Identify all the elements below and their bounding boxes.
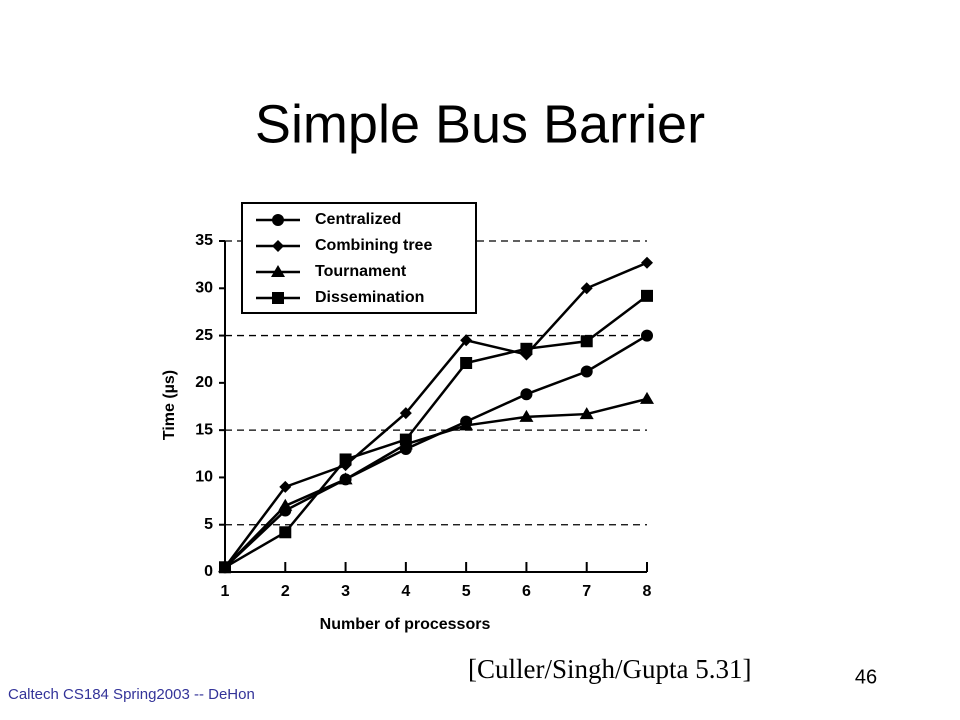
data-point — [580, 335, 593, 348]
legend-label: Dissemination — [315, 289, 424, 306]
slide-title: Simple Bus Barrier — [255, 94, 705, 154]
x-tick-label: 1 — [221, 583, 230, 600]
data-point — [339, 453, 352, 466]
data-point — [580, 365, 593, 378]
legend-marker — [272, 292, 284, 304]
x-tick-label: 8 — [643, 583, 652, 600]
y-tick-label: 30 — [195, 280, 213, 297]
series-line — [224, 397, 648, 569]
data-point — [460, 334, 473, 347]
legend-marker — [272, 214, 284, 226]
citation: [Culler/Singh/Gupta 5.31] — [468, 654, 751, 684]
data-point — [640, 391, 654, 404]
legend-label: Combining tree — [315, 237, 432, 254]
data-point — [580, 282, 593, 295]
data-point — [579, 407, 594, 420]
x-tick-label: 3 — [341, 583, 350, 600]
series-line — [223, 261, 648, 569]
y-tick-label: 0 — [204, 563, 213, 580]
x-tick-label: 5 — [462, 583, 471, 600]
legend-label: Tournament — [315, 263, 407, 280]
legend-marker — [272, 240, 284, 252]
x-axis-label: Number of processors — [320, 616, 491, 633]
legend-label: Centralized — [315, 211, 401, 228]
data-point — [278, 498, 293, 511]
footer: Caltech CS184 Spring2003 -- DeHon — [8, 686, 255, 703]
data-point — [519, 409, 534, 422]
data-point — [641, 256, 653, 269]
y-axis-label: Time (µs) — [161, 370, 178, 440]
data-point — [279, 526, 292, 539]
page-number: 46 — [855, 666, 877, 688]
data-point — [460, 356, 473, 369]
y-tick-label: 35 — [195, 232, 213, 249]
data-point — [641, 329, 653, 342]
data-point — [520, 342, 533, 355]
legend-marker — [271, 265, 285, 277]
data-point — [219, 561, 231, 574]
y-tick-label: 25 — [195, 327, 213, 344]
data-point — [279, 480, 292, 493]
x-tick-label: 6 — [522, 583, 531, 600]
x-tick-label: 2 — [281, 583, 290, 600]
data-point — [520, 388, 533, 401]
data-point — [338, 472, 353, 485]
data-point — [459, 418, 474, 431]
y-tick-label: 5 — [204, 516, 213, 533]
data-point — [399, 433, 412, 446]
data-point — [641, 289, 653, 302]
x-tick-label: 4 — [401, 583, 410, 600]
x-tick-label: 7 — [582, 583, 591, 600]
y-tick-label: 15 — [195, 421, 213, 438]
data-point — [399, 407, 412, 420]
series-line — [224, 294, 648, 569]
y-tick-label: 20 — [195, 374, 213, 391]
y-tick-label: 10 — [195, 469, 213, 486]
